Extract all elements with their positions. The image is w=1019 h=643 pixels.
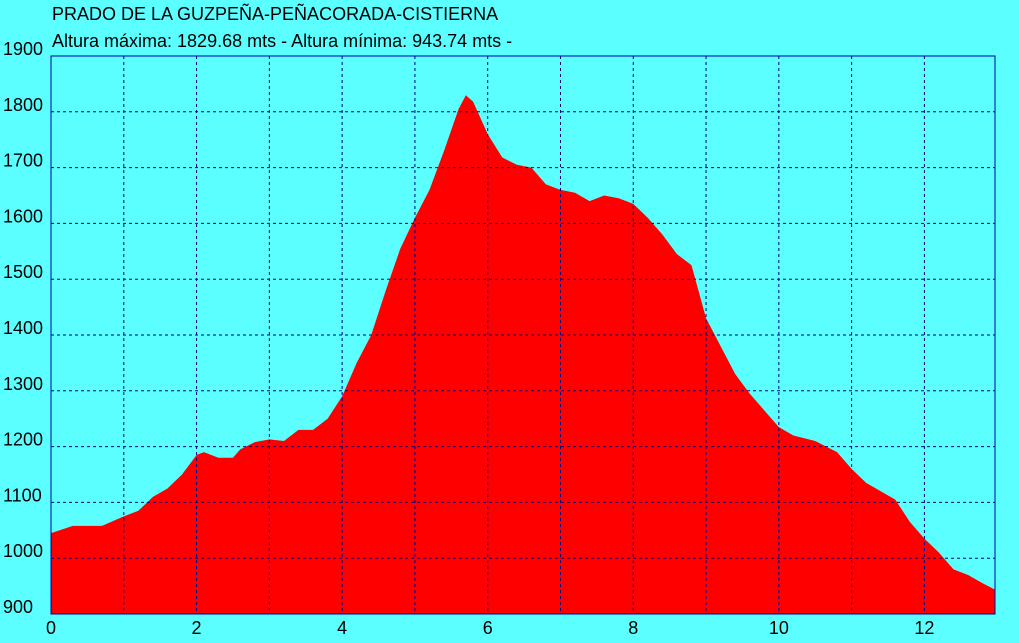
y-tick-label: 1800 — [3, 95, 43, 115]
y-tick-label: 1100 — [3, 485, 42, 505]
x-tick-label: 8 — [628, 618, 638, 638]
y-tick-label: 1000 — [3, 541, 43, 561]
x-tick-label: 0 — [46, 618, 56, 638]
y-tick-label: 1300 — [3, 374, 43, 394]
elevation-area — [51, 95, 995, 614]
chart-title: PRADO DE LA GUZPEÑA-PEÑACORADA-CISTIERNA — [52, 3, 498, 24]
y-tick-label: 1600 — [3, 206, 43, 226]
chart-subtitle: Altura máxima: 1829.68 mts - Altura míni… — [52, 31, 512, 51]
x-tick-label: 4 — [337, 618, 347, 638]
y-tick-label: 1500 — [3, 262, 43, 282]
y-tick-label: 1700 — [3, 151, 43, 171]
x-tick-label: 6 — [483, 618, 493, 638]
x-tick-label: 12 — [914, 618, 934, 638]
plot-border — [50, 55, 996, 615]
y-tick-label: 1900 — [3, 39, 43, 59]
x-tick-label: 2 — [192, 618, 202, 638]
y-tick-label: 900 — [3, 597, 33, 617]
x-tick-label: 10 — [769, 618, 789, 638]
y-tick-label: 1400 — [3, 318, 43, 338]
y-tick-label: 1200 — [3, 430, 43, 450]
